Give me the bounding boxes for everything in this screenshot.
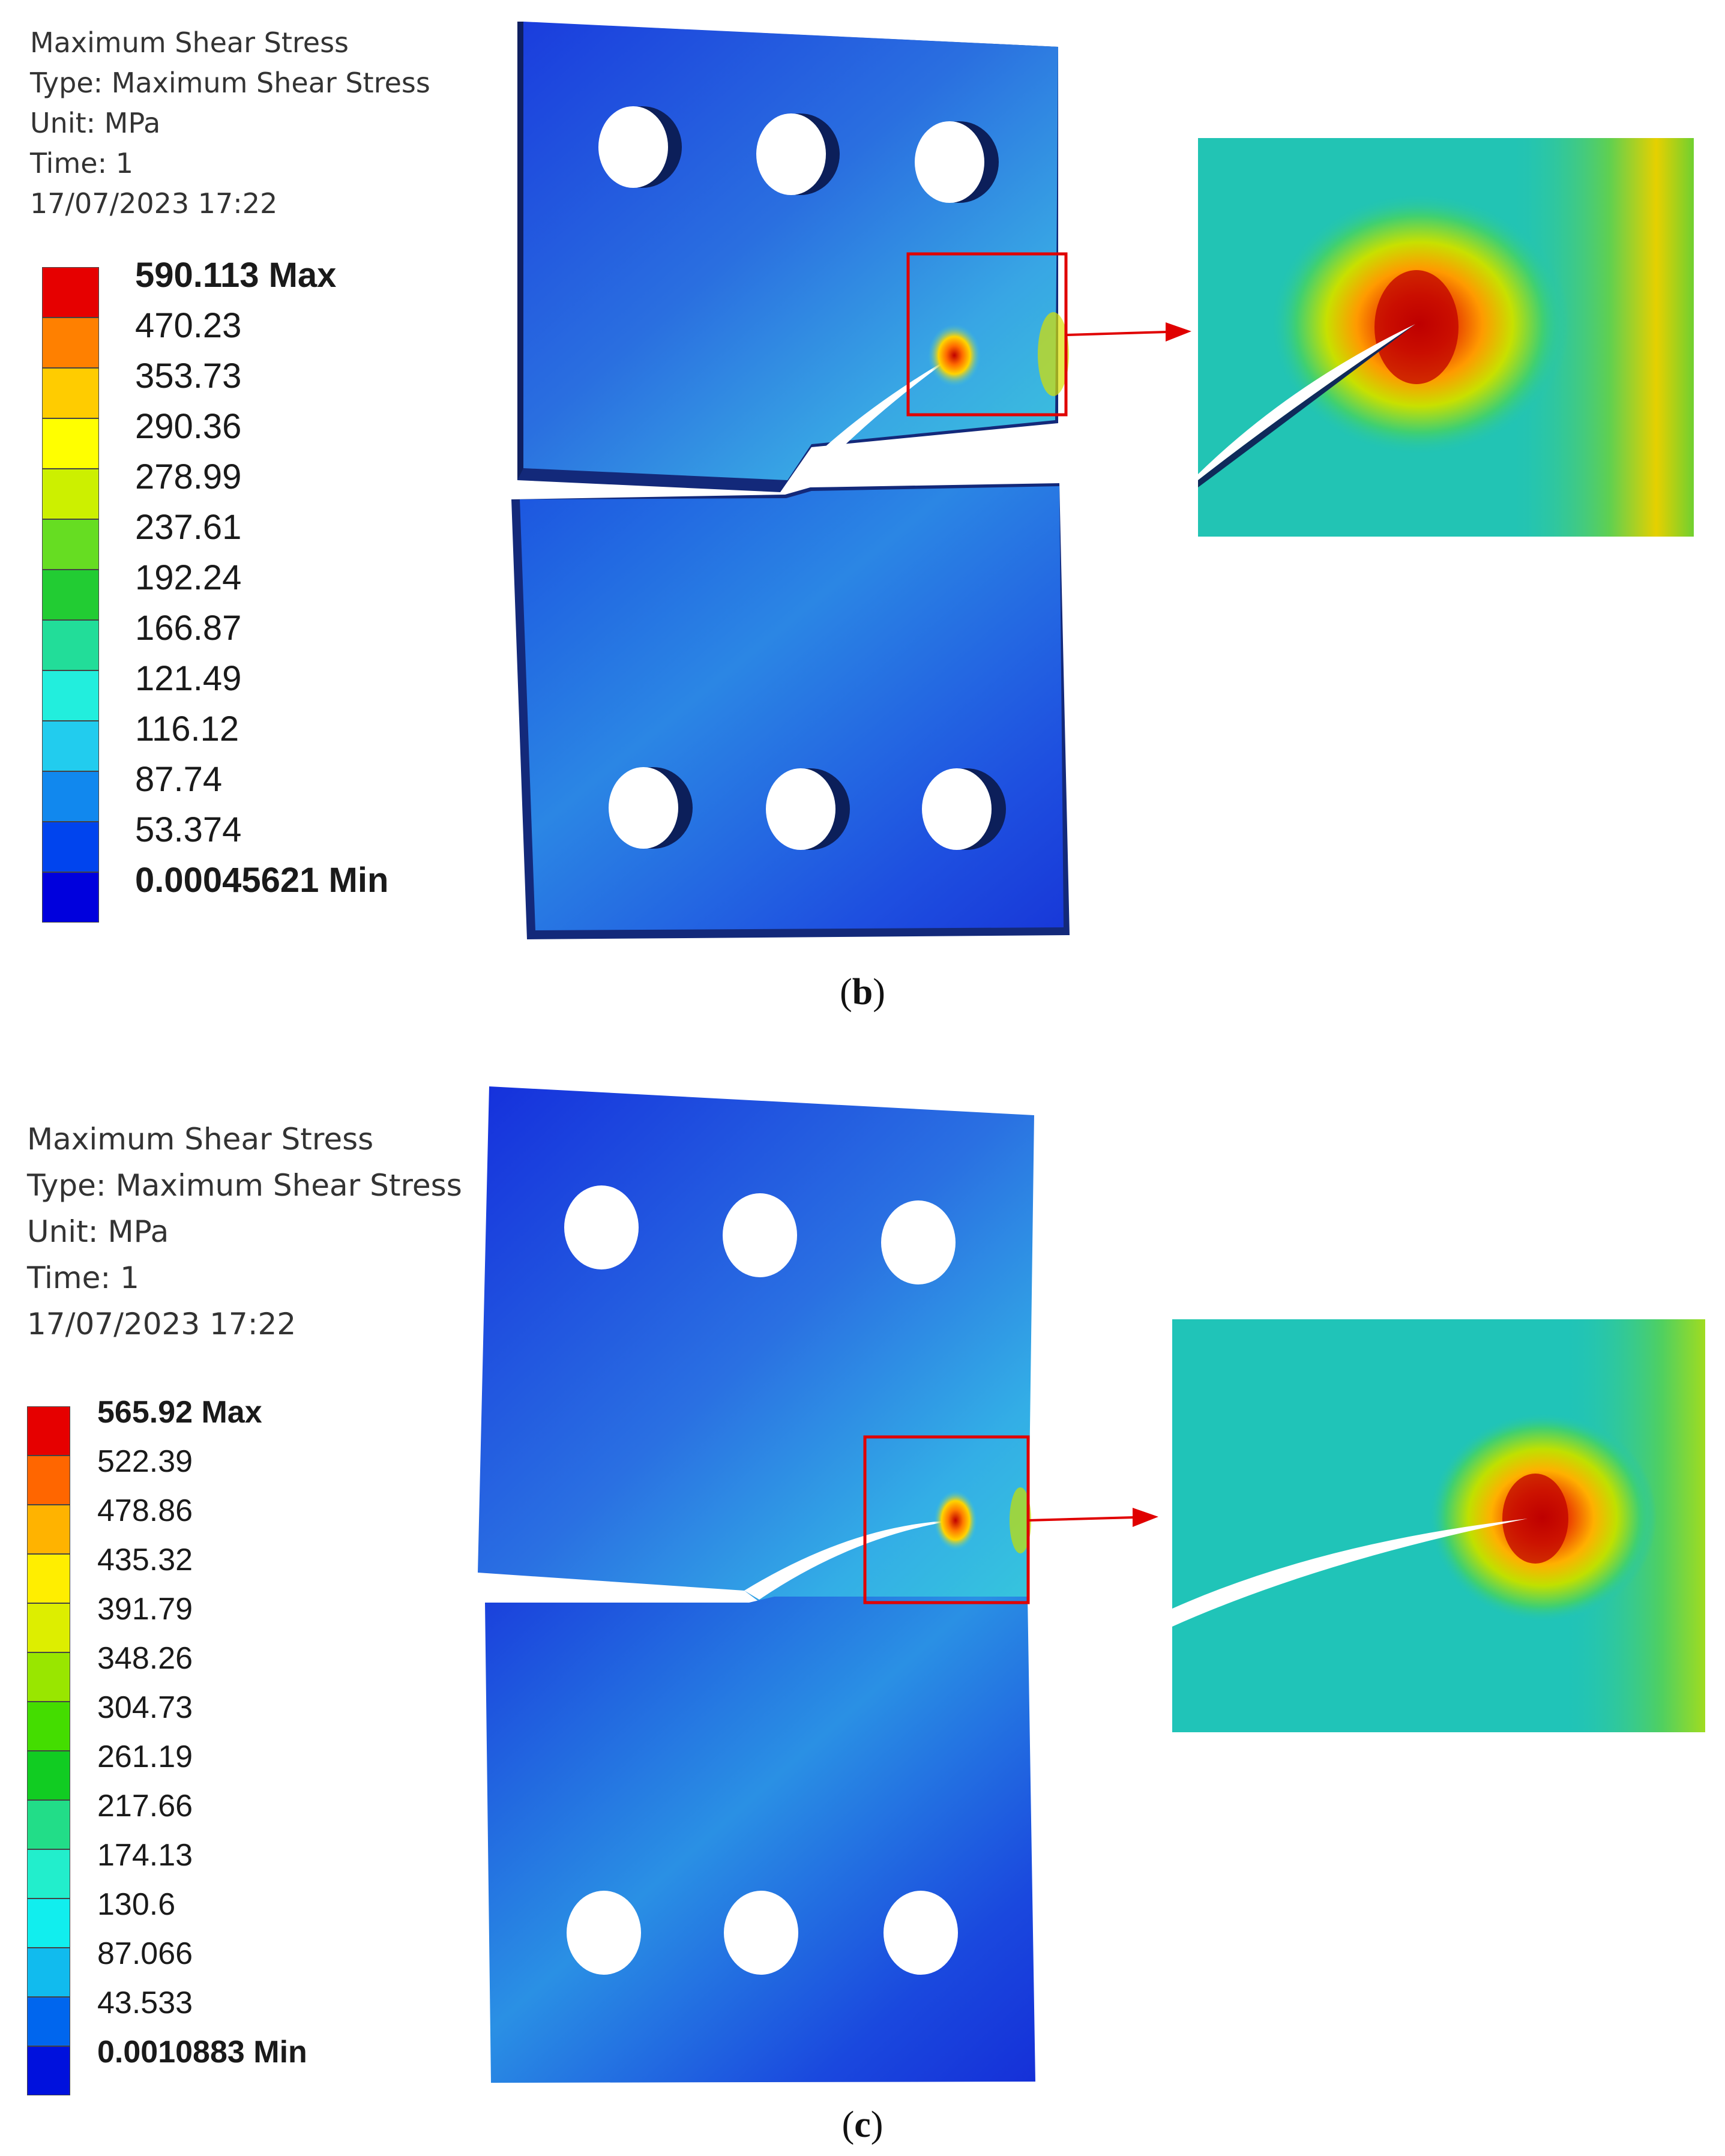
legend-label: 261.19 <box>97 1739 193 1774</box>
zoom-arrow <box>1065 331 1168 336</box>
legend-swatch <box>42 822 99 872</box>
legend-swatch <box>27 1603 70 1652</box>
result-unit: Unit: MPa <box>27 1214 169 1249</box>
legend-swatch <box>42 771 99 822</box>
legend-label: 290.36 <box>135 407 242 446</box>
legend-label: 43.533 <box>97 1986 193 2020</box>
result-info: Maximum Shear Stress Type: Maximum Shear… <box>30 23 430 224</box>
panel-c: Maximum Shear Stress Type: Maximum Shear… <box>0 1080 1725 2156</box>
lower-plate <box>511 483 1070 939</box>
result-type: Type: Maximum Shear Stress <box>30 67 430 99</box>
legend-swatch <box>27 1948 70 1997</box>
panel-caption: (b) <box>840 972 885 1013</box>
legend-label: 348.26 <box>97 1641 193 1676</box>
legend-label: 278.99 <box>135 457 242 496</box>
legend-label: 565.92 Max <box>97 1395 262 1430</box>
legend-swatch <box>27 1702 70 1751</box>
legend-label: 391.79 <box>97 1592 193 1627</box>
result-title: Maximum Shear Stress <box>30 26 349 59</box>
stress-hotspot <box>934 1490 977 1550</box>
color-legend: 565.92 Max 522.39 478.86 435.32 391.79 348.26… <box>27 1395 411 2095</box>
fea-model-view <box>478 1086 1705 2083</box>
legend-swatch <box>27 1800 70 1849</box>
legend-swatch <box>27 1751 70 1800</box>
legend-swatch <box>27 1997 70 2046</box>
legend-label: 116.12 <box>135 709 239 748</box>
bolt-holes <box>598 106 1006 850</box>
crack <box>787 355 954 489</box>
legend-label: 217.66 <box>97 1789 193 1823</box>
legend-label: 478.86 <box>97 1493 193 1528</box>
legend-swatch <box>42 670 99 721</box>
legend-swatch <box>42 620 99 670</box>
legend-label: 87.066 <box>97 1936 193 1971</box>
result-time: Time: 1 <box>30 147 133 179</box>
legend-swatch <box>27 1505 70 1554</box>
result-date: 17/07/2023 17:22 <box>30 187 278 220</box>
legend-label: 237.61 <box>135 508 242 547</box>
zoomed-inset <box>1172 1319 1705 1732</box>
legend-swatch <box>27 1406 70 1456</box>
legend-label: 121.49 <box>135 659 242 698</box>
fea-model-view <box>511 22 1694 939</box>
legend-swatch <box>42 418 99 469</box>
legend-label: 304.73 <box>97 1690 193 1725</box>
legend-label: 166.87 <box>135 609 242 648</box>
result-unit: Unit: MPa <box>30 107 161 139</box>
legend-swatch <box>42 570 99 620</box>
result-title: Maximum Shear Stress <box>27 1122 374 1157</box>
result-date: 17/07/2023 17:22 <box>27 1307 297 1341</box>
legend-swatch <box>42 368 99 418</box>
legend-label: 174.13 <box>97 1838 193 1873</box>
legend-label: 87.74 <box>135 760 223 799</box>
legend-swatch <box>42 267 99 318</box>
legend-label: 470.23 <box>135 306 242 345</box>
lower-plate <box>485 1597 1035 2083</box>
zoomed-inset <box>1198 138 1694 537</box>
legend-label: 130.6 <box>97 1887 176 1922</box>
legend-swatch <box>27 1899 70 1948</box>
legend-label: 522.39 <box>97 1444 193 1479</box>
legend-label: 353.73 <box>135 357 242 396</box>
result-info: Maximum Shear Stress Type: Maximum Shear… <box>27 1116 462 1348</box>
color-legend: 590.113 Max 470.23 353.73 290.36 278.99 237.6… <box>42 256 426 923</box>
crack <box>744 1520 954 1600</box>
legend-swatch <box>27 1456 70 1505</box>
legend-swatch <box>42 721 99 771</box>
legend-swatch <box>27 1849 70 1899</box>
result-time: Time: 1 <box>27 1260 139 1295</box>
zoom-arrow <box>1028 1516 1135 1522</box>
stress-hotspot <box>928 324 981 387</box>
panel-caption: (c) <box>841 2104 884 2145</box>
bolt-holes <box>564 1185 958 1975</box>
result-type: Type: Maximum Shear Stress <box>27 1168 462 1203</box>
legend-label: 192.24 <box>135 558 242 597</box>
legend-swatch <box>27 2046 70 2095</box>
legend-swatch <box>42 318 99 368</box>
legend-swatch <box>42 469 99 519</box>
legend-swatch <box>27 1652 70 1702</box>
legend-swatch <box>27 1554 70 1603</box>
legend-swatch <box>42 519 99 570</box>
upper-plate <box>517 22 1058 492</box>
legend-swatch <box>42 872 99 923</box>
legend-label: 0.00045621 Min <box>135 861 389 900</box>
legend-label: 435.32 <box>97 1543 193 1577</box>
legend-label: 0.0010883 Min <box>97 2035 307 2070</box>
legend-label: 590.113 Max <box>135 256 337 295</box>
panel-b: Maximum Shear Stress Type: Maximum Shear… <box>0 0 1725 1032</box>
legend-label: 53.374 <box>135 810 242 849</box>
